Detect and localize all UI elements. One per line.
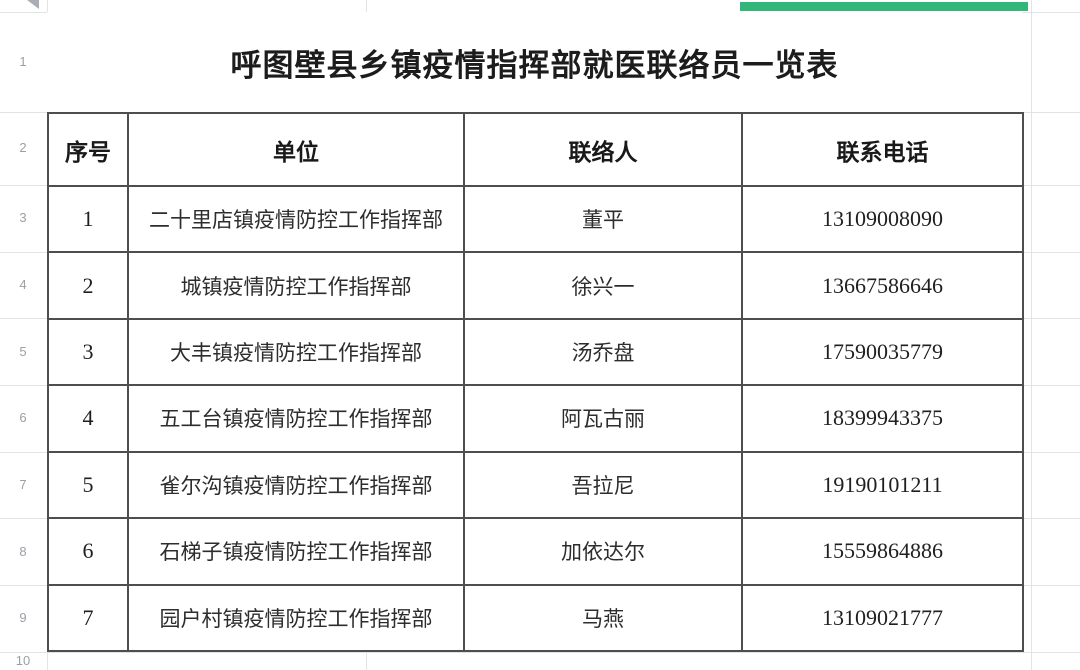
cell-contact[interactable]: 阿瓦古丽: [463, 384, 743, 453]
row-header-6[interactable]: 6: [19, 410, 27, 425]
gridline: [1031, 0, 1032, 670]
cell-no[interactable]: 2: [47, 251, 129, 320]
table-row: 3 大丰镇疫情防控工作指挥部 汤乔盘 17590035779: [47, 317, 1024, 387]
cell-contact[interactable]: 汤乔盘: [463, 317, 743, 387]
table-header-row: 序号 单位 联络人 联系电话: [47, 112, 1024, 187]
row-header-9[interactable]: 9: [19, 610, 27, 625]
row-header-2[interactable]: 2: [19, 140, 27, 155]
page-title: 呼图壁县乡镇疫情指挥部就医联络员一览表: [230, 47, 839, 83]
selection-highlight-bar: [740, 2, 1028, 11]
cell-phone[interactable]: 13109008090: [741, 184, 1024, 254]
cell-phone[interactable]: 13667586646: [741, 251, 1024, 320]
cell-contact[interactable]: 董平: [463, 184, 743, 254]
table-row: 2 城镇疫情防控工作指挥部 徐兴一 13667586646: [47, 251, 1024, 320]
cell-unit[interactable]: 园户村镇疫情防控工作指挥部: [127, 583, 465, 653]
cell-contact[interactable]: 吾拉尼: [463, 450, 743, 520]
liaison-table: 序号 单位 联络人 联系电话 1 二十里店镇疫情防控工作指挥部 董平 13109…: [47, 112, 1024, 653]
cell-no[interactable]: 6: [47, 517, 129, 586]
row-header-4[interactable]: 4: [19, 277, 27, 292]
title-cell[interactable]: 呼图壁县乡镇疫情指挥部就医联络员一览表: [47, 12, 1022, 112]
col-header-contact[interactable]: 联络人: [463, 112, 743, 187]
col-header-phone[interactable]: 联系电话: [741, 112, 1024, 187]
cell-unit[interactable]: 大丰镇疫情防控工作指挥部: [127, 317, 465, 387]
cell-no[interactable]: 5: [47, 450, 129, 520]
cell-contact[interactable]: 徐兴一: [463, 251, 743, 320]
row-header-1[interactable]: 1: [19, 54, 27, 69]
row-header-5[interactable]: 5: [19, 344, 27, 359]
cell-phone[interactable]: 15559864886: [741, 517, 1024, 586]
col-header-unit[interactable]: 单位: [127, 112, 465, 187]
table-row: 7 园户村镇疫情防控工作指挥部 马燕 13109021777: [47, 583, 1024, 653]
cell-unit[interactable]: 雀尔沟镇疫情防控工作指挥部: [127, 450, 465, 520]
cell-phone[interactable]: 13109021777: [741, 583, 1024, 653]
cell-contact[interactable]: 马燕: [463, 583, 743, 653]
table-row: 4 五工台镇疫情防控工作指挥部 阿瓦古丽 18399943375: [47, 384, 1024, 453]
cell-no[interactable]: 1: [47, 184, 129, 254]
col-header-no[interactable]: 序号: [47, 112, 129, 187]
table-row: 1 二十里店镇疫情防控工作指挥部 董平 13109008090: [47, 184, 1024, 254]
cell-no[interactable]: 7: [47, 583, 129, 653]
table-row: 6 石梯子镇疫情防控工作指挥部 加依达尔 15559864886: [47, 517, 1024, 586]
row-header-10[interactable]: 10: [15, 653, 31, 668]
cell-no[interactable]: 3: [47, 317, 129, 387]
row-header-3[interactable]: 3: [19, 210, 27, 225]
gridline: [0, 652, 1080, 653]
cell-unit[interactable]: 城镇疫情防控工作指挥部: [127, 251, 465, 320]
cell-unit[interactable]: 二十里店镇疫情防控工作指挥部: [127, 184, 465, 254]
corner-triangle-icon: [27, 0, 39, 9]
row-header-8[interactable]: 8: [19, 544, 27, 559]
cell-phone[interactable]: 19190101211: [741, 450, 1024, 520]
cell-phone[interactable]: 17590035779: [741, 317, 1024, 387]
table-row: 5 雀尔沟镇疫情防控工作指挥部 吾拉尼 19190101211: [47, 450, 1024, 520]
cell-contact[interactable]: 加依达尔: [463, 517, 743, 586]
cell-unit[interactable]: 石梯子镇疫情防控工作指挥部: [127, 517, 465, 586]
row-header-7[interactable]: 7: [19, 477, 27, 492]
cell-no[interactable]: 4: [47, 384, 129, 453]
cell-unit[interactable]: 五工台镇疫情防控工作指挥部: [127, 384, 465, 453]
cell-phone[interactable]: 18399943375: [741, 384, 1024, 453]
